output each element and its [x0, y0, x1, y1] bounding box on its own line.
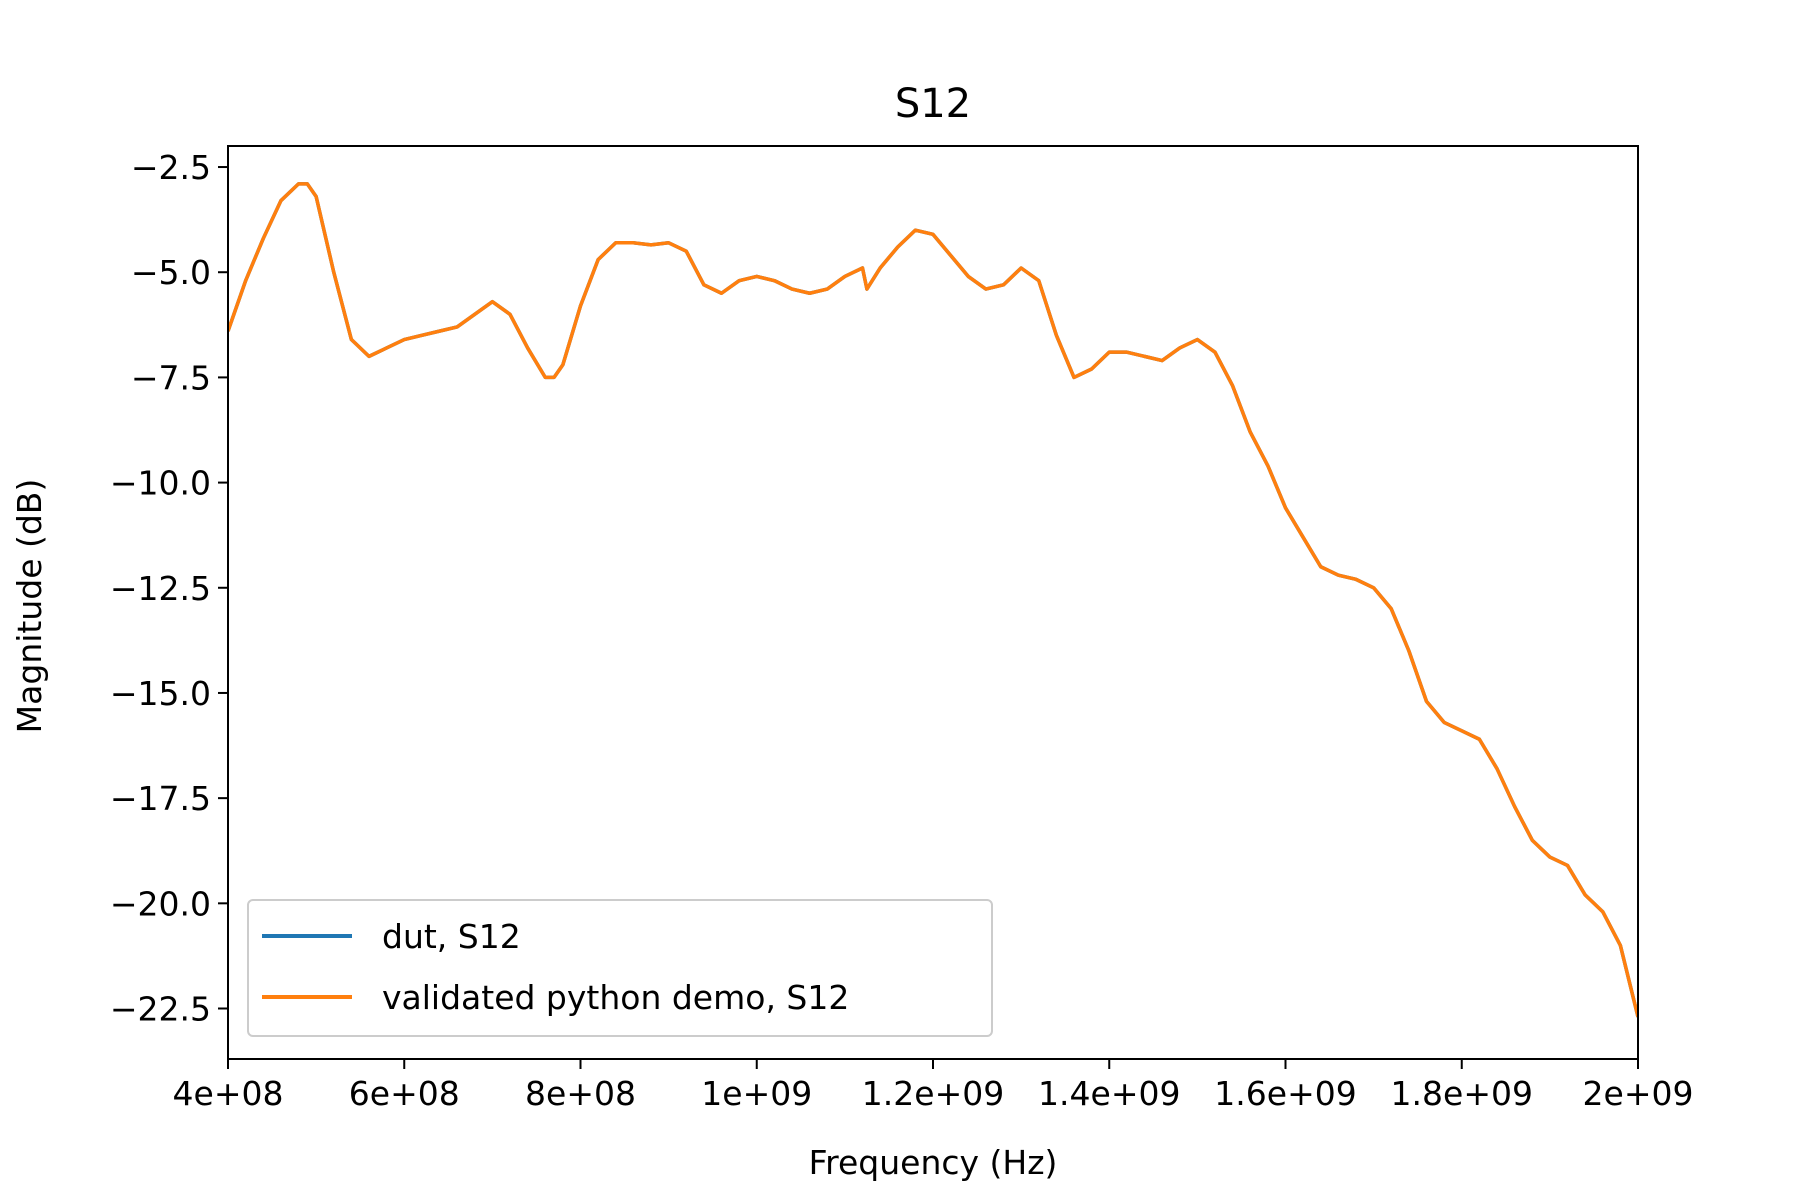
x-tick-label: 1.8e+09 [1391, 1074, 1533, 1113]
y-axis: −2.5 −5.0 −7.5 −10.0 −12.5 −15.0 −17.5 −20.0 −22… [110, 148, 228, 1029]
y-tick-label: −2.5 [131, 148, 211, 187]
y-tick-label: −17.5 [110, 779, 211, 818]
legend-box [247, 899, 993, 1037]
y-tick-label: −5.0 [131, 253, 211, 292]
x-axis: 4e+08 6e+08 8e+08 1e+09 1.2e+09 1.4e+09 1.6e+0… [173, 1059, 1694, 1113]
y-tick-label: −15.0 [110, 674, 211, 713]
y-tick-label: −12.5 [110, 569, 211, 608]
y-tick-label: −20.0 [110, 884, 211, 923]
chart-title: S12 [895, 81, 971, 127]
y-tick-label: −7.5 [131, 358, 211, 397]
y-tick-label: −22.5 [110, 990, 211, 1029]
x-tick-label: 6e+08 [349, 1074, 460, 1113]
x-tick-label: 1.4e+09 [1038, 1074, 1180, 1113]
series-line-2 [228, 182, 1638, 1018]
x-axis-label: Frequency (Hz) [809, 1143, 1058, 1182]
x-tick-label: 1.2e+09 [862, 1074, 1004, 1113]
x-tick-label: 1.6e+09 [1214, 1074, 1356, 1113]
legend-label-2: validated python demo, S12 [382, 978, 849, 1017]
x-tick-label: 2e+09 [1583, 1074, 1694, 1113]
legend: dut, S12 validated python demo, S12 [247, 899, 993, 1037]
x-tick-label: 1e+09 [701, 1074, 812, 1113]
y-tick-label: −10.0 [110, 464, 211, 503]
y-axis-label: Magnitude (dB) [10, 479, 49, 734]
x-tick-label: 8e+08 [525, 1074, 636, 1113]
x-tick-label: 4e+08 [173, 1074, 284, 1113]
legend-label-1: dut, S12 [382, 917, 521, 956]
